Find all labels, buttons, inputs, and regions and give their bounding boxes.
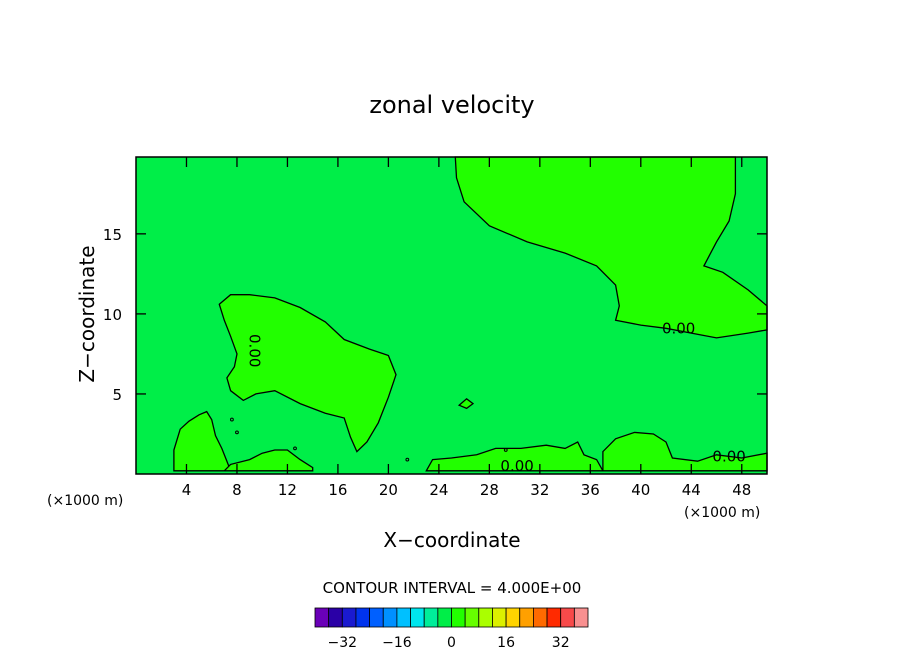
contour-region-0: [454, 156, 768, 339]
contour-region-1: [218, 294, 397, 453]
x-unit-left: (×1000 m): [47, 493, 123, 509]
x-tick-label-3: 16: [328, 481, 347, 499]
colorbar-swatch-9: [437, 607, 452, 628]
x-axis-label: X−coordinate: [383, 528, 520, 552]
x-axis: 4 8 12 16 20 24 28 32 36 40 44 48: [182, 157, 751, 499]
contour-label-2: 0.00: [500, 457, 533, 475]
y-tick-label-2: 15: [103, 226, 122, 244]
contour-speck-4: [503, 448, 508, 452]
colorbar: −32 −16 0 16 32: [314, 607, 589, 651]
x-tick-label-9: 40: [631, 481, 650, 499]
contour-region-3: [222, 449, 314, 472]
colorbar-swatch-7: [410, 607, 425, 628]
contour-region-2: [173, 410, 232, 472]
colorbar-swatch-8: [423, 607, 439, 628]
contour-interval-text: CONTOUR INTERVAL = 4.000E+00: [323, 579, 582, 597]
x-tick-label-1: 8: [232, 481, 242, 499]
colorbar-swatch-14: [505, 607, 521, 628]
contour-speck-0: [230, 417, 234, 422]
y-tick-label-0: 5: [112, 386, 122, 404]
y-tick-label-1: 10: [103, 306, 122, 324]
colorbar-tick-label-4: 32: [552, 635, 570, 651]
x-tick-label-6: 28: [480, 481, 499, 499]
colorbar-swatch-17: [546, 607, 562, 628]
colorbar-swatch-2: [341, 607, 357, 628]
colorbar-swatch-16: [533, 607, 548, 628]
y-axis: 5 10 15: [103, 226, 767, 404]
colorbar-swatch-3: [355, 607, 371, 628]
contour-region-4: [425, 441, 605, 472]
plot-frame: [135, 156, 768, 475]
x-tick-label-0: 4: [182, 481, 192, 499]
colorbar-swatch-10: [451, 607, 466, 628]
colorbar-swatch-6: [396, 607, 411, 628]
contour-speck-1: [235, 430, 239, 435]
colorbar-tick-label-1: −16: [382, 635, 412, 651]
x-tick-label-2: 12: [278, 481, 297, 499]
x-tick-label-10: 44: [682, 481, 701, 499]
contour-speck-3: [405, 457, 410, 462]
x-tick-label-8: 36: [581, 481, 600, 499]
colorbar-swatch-19: [573, 607, 589, 628]
colorbar-tick-label-3: 16: [497, 635, 515, 651]
plot-area: 0.00 0.00 0.00 0.00: [135, 156, 768, 475]
x-tick-label-11: 48: [732, 481, 751, 499]
contour-label-3: 0.00: [712, 447, 745, 465]
colorbar-tick-label-2: 0: [447, 635, 456, 651]
colorbar-swatch-4: [369, 607, 384, 628]
colorbar-tick-label-0: −32: [328, 635, 358, 651]
x-tick-label-7: 32: [530, 481, 549, 499]
colorbar-swatch-0: [314, 607, 330, 628]
chart-title: zonal velocity: [369, 91, 534, 119]
contour-label-0: 0.00: [662, 319, 695, 337]
contour-region-6: [457, 397, 475, 410]
colorbar-swatch-11: [464, 607, 480, 628]
colorbar-swatch-1: [328, 607, 343, 628]
colorbar-swatch-15: [519, 607, 534, 628]
colorbar-swatch-12: [478, 607, 493, 628]
contour-label-1: 0.00: [246, 334, 264, 367]
colorbar-swatch-18: [560, 607, 575, 628]
y-axis-label: Z−coordinate: [75, 245, 99, 382]
x-tick-label-5: 24: [429, 481, 448, 499]
x-tick-label-4: 20: [379, 481, 398, 499]
contour-speck-2: [293, 446, 297, 451]
x-unit-right: (×1000 m): [684, 505, 760, 521]
colorbar-swatch-13: [492, 607, 507, 628]
colorbar-swatch-5: [382, 607, 398, 628]
